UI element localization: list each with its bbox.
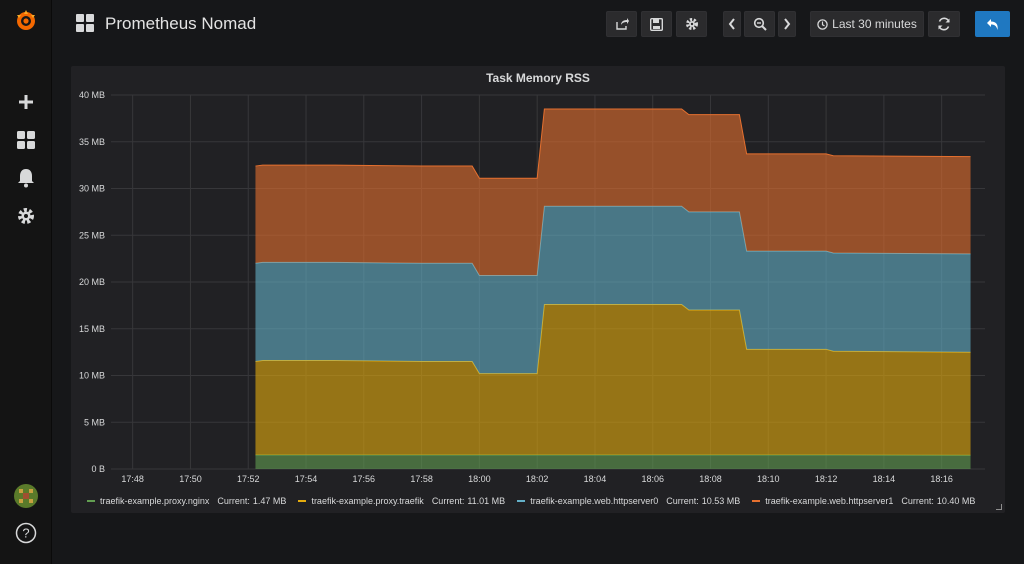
time-range-label: Last 30 minutes xyxy=(832,17,917,31)
x-tick-label: 17:58 xyxy=(410,474,433,484)
legend-current-value: 10.53 MB xyxy=(701,496,741,506)
refresh-button[interactable] xyxy=(928,11,960,37)
x-tick-label: 17:54 xyxy=(295,474,318,484)
legend-swatch xyxy=(87,500,95,502)
legend-current-value: 10.40 MB xyxy=(936,496,976,506)
x-tick-label: 18:10 xyxy=(757,474,780,484)
x-tick-label: 18:02 xyxy=(526,474,549,484)
x-tick-label: 18:14 xyxy=(873,474,896,484)
x-tick-label: 17:50 xyxy=(179,474,202,484)
legend-item[interactable]: traefik-example.web.httpserver1 Current: 1… xyxy=(752,496,975,506)
gear-icon[interactable] xyxy=(13,203,39,229)
legend-series-name: traefik-example.proxy.traefik xyxy=(311,496,424,506)
graph-panel: Task Memory RSS 0 B 5 MB 10 MB 15 MB 20 MB 25… xyxy=(71,66,1005,513)
dashboard-title[interactable]: Prometheus Nomad xyxy=(105,14,257,33)
chart-legend: traefik-example.proxy.nginx Current: 1.47 … xyxy=(87,496,987,506)
legend-item[interactable]: traefik-example.proxy.traefik Current: 11.… xyxy=(298,496,505,506)
y-tick-label: 30 MB xyxy=(79,184,105,194)
y-tick-label: 10 MB xyxy=(79,371,105,381)
legend-item[interactable]: traefik-example.proxy.nginx Current: 1.47 … xyxy=(87,496,286,506)
help-icon[interactable]: ? xyxy=(13,520,39,546)
series-area xyxy=(255,454,971,469)
back-button[interactable] xyxy=(975,11,1010,37)
x-tick-label: 18:04 xyxy=(584,474,607,484)
legend-current-label: Current: xyxy=(666,496,699,506)
grid-icon[interactable] xyxy=(13,127,39,153)
save-button[interactable] xyxy=(641,11,672,37)
zoom-out-icon xyxy=(753,17,767,31)
y-tick-label: 40 MB xyxy=(79,90,105,100)
dashboard-navbar: Prometheus Nomad Last 30 minutes xyxy=(52,0,1024,46)
x-tick-label: 18:00 xyxy=(468,474,491,484)
chevron-right-icon xyxy=(784,18,791,30)
x-tick-label: 17:52 xyxy=(237,474,260,484)
x-tick-label: 18:16 xyxy=(930,474,953,484)
reply-icon xyxy=(986,18,998,30)
legend-series-name: traefik-example.web.httpserver1 xyxy=(765,496,894,506)
series-area xyxy=(255,109,971,276)
plus-icon[interactable] xyxy=(13,89,39,115)
resize-handle-icon[interactable] xyxy=(996,504,1002,510)
settings-button[interactable] xyxy=(676,11,707,37)
time-range-picker[interactable]: Last 30 minutes xyxy=(810,11,924,37)
legend-current-label: Current: xyxy=(431,496,465,506)
y-tick-label: 15 MB xyxy=(79,324,105,334)
dashboard-grid-icon[interactable] xyxy=(76,14,94,37)
y-tick-label: 5 MB xyxy=(84,417,105,427)
legend-current-value: 11.01 MB xyxy=(467,496,506,506)
legend-item[interactable]: traefik-example.web.httpserver0 Current: 1… xyxy=(517,496,740,506)
save-icon xyxy=(650,17,663,31)
chevron-left-icon xyxy=(728,18,735,30)
memory-rss-chart[interactable]: 0 B 5 MB 10 MB 15 MB 20 MB 25 MB 30 MB 35 MB 40 … xyxy=(71,66,1005,486)
avatar-icon[interactable] xyxy=(13,483,39,509)
legend-swatch xyxy=(298,500,307,502)
legend-current-label: Current: xyxy=(217,496,250,506)
y-tick-label: 35 MB xyxy=(79,137,105,147)
grafana-logo-icon[interactable] xyxy=(13,8,39,34)
refresh-icon xyxy=(938,17,950,31)
x-tick-label: 18:08 xyxy=(699,474,722,484)
sidebar: ? xyxy=(0,0,52,564)
series-area xyxy=(255,206,971,374)
share-icon xyxy=(615,18,629,30)
time-back-button[interactable] xyxy=(723,11,741,37)
x-tick-label: 17:56 xyxy=(353,474,376,484)
bell-icon[interactable] xyxy=(13,165,39,191)
cog-icon xyxy=(685,18,698,30)
help-label: ? xyxy=(22,526,29,541)
x-tick-label: 18:06 xyxy=(641,474,664,484)
legend-series-name: traefik-example.proxy.nginx xyxy=(100,496,210,506)
legend-current-value: 1.47 MB xyxy=(252,496,287,506)
zoom-out-button[interactable] xyxy=(744,11,775,37)
share-button[interactable] xyxy=(606,11,637,37)
series-area xyxy=(255,304,971,456)
y-tick-label: 20 MB xyxy=(79,277,105,287)
legend-current-label: Current: xyxy=(901,496,934,506)
x-tick-label: 18:12 xyxy=(815,474,838,484)
y-tick-label: 25 MB xyxy=(79,230,105,240)
legend-swatch xyxy=(517,500,526,502)
legend-swatch xyxy=(752,500,761,502)
series-line xyxy=(255,108,971,179)
clock-icon xyxy=(817,18,828,30)
panel-title[interactable]: Task Memory RSS xyxy=(486,71,590,85)
x-tick-label: 17:48 xyxy=(121,474,144,484)
y-tick-label: 0 B xyxy=(91,464,105,474)
time-forward-button[interactable] xyxy=(778,11,796,37)
legend-series-name: traefik-example.web.httpserver0 xyxy=(530,496,659,506)
